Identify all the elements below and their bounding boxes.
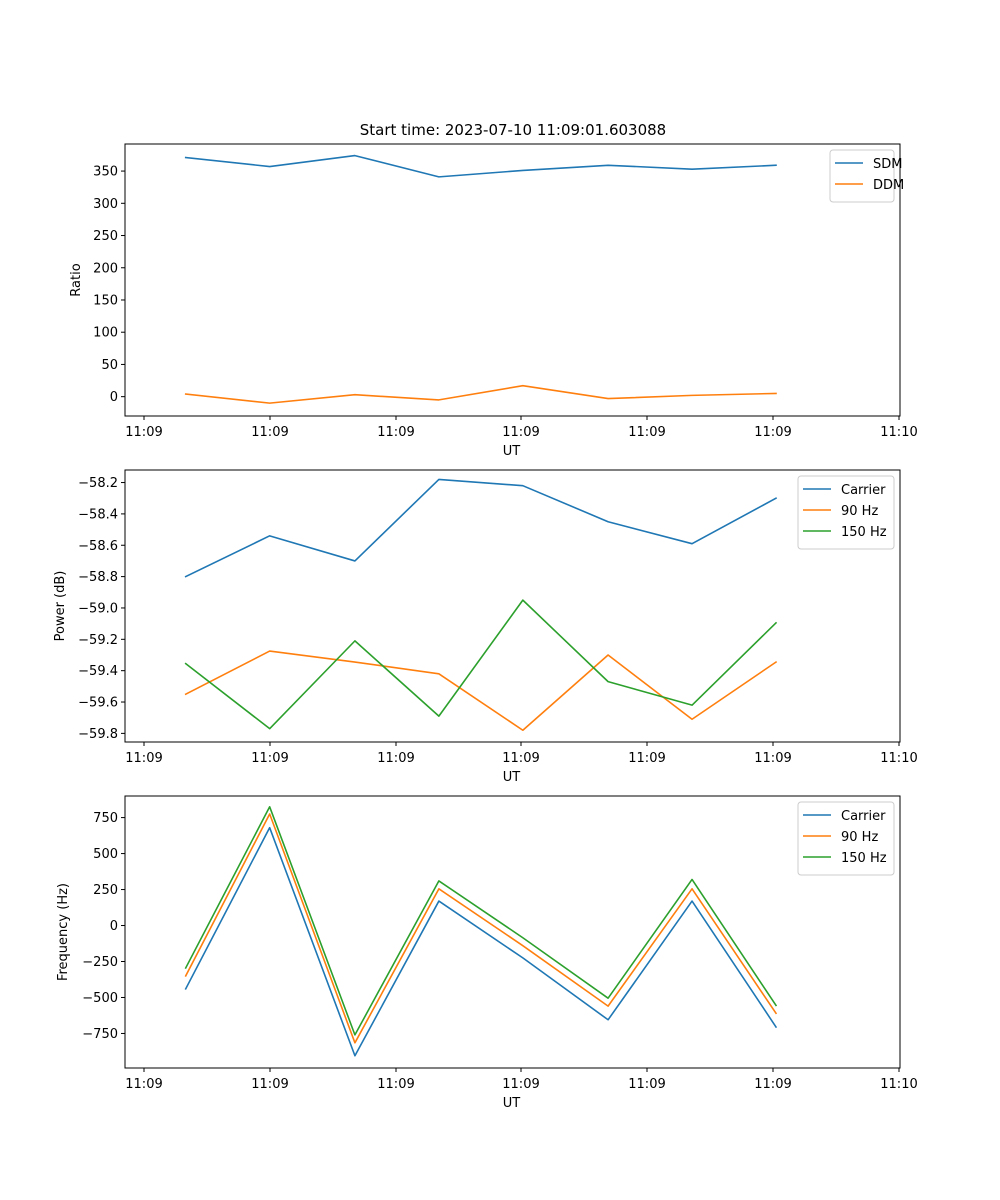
frequency-x-tick-label: 11:09 [754, 1077, 791, 1092]
frequency-y-tick-label: 500 [93, 847, 118, 862]
ratio-series-ddm-line [184, 384, 777, 404]
ratio-legend: SDM DDM [829, 149, 904, 203]
frequency-series-90-hz-line [184, 813, 778, 1044]
power-x-axis-label: UT [503, 770, 521, 785]
power-axes-frame [124, 469, 901, 743]
power-y-tick-label: −58.4 [78, 507, 118, 522]
power-y-tick-label: −59.2 [78, 633, 118, 648]
frequency-panel: 11:09 11:09 11:09 11:09 11:09 11:09 11:10 −750 −… [56, 795, 918, 1111]
ratio-x-tick-label: 11:09 [502, 425, 539, 440]
ratio-x-tick-label: 11:09 [754, 425, 791, 440]
frequency-x-tick-label: 11:09 [628, 1077, 665, 1092]
frequency-series-carrier-line [184, 826, 778, 1057]
ratio-legend-label-ddm: DDM [873, 178, 904, 193]
frequency-series-150-hz-line [184, 805, 778, 1036]
frequency-legend: Carrier 90 Hz 150 Hz [797, 801, 895, 876]
power-y-tick-label: −59.4 [78, 664, 118, 679]
frequency-axes-frame [124, 795, 901, 1069]
figure-title: Start time: 2023-07-10 11:09:01.603088 [360, 121, 666, 139]
frequency-legend-label-carrier: Carrier [841, 809, 886, 824]
ratio-panel: 11:09 11:09 11:09 11:09 11:09 11:09 11:10 0 50 10… [69, 143, 918, 459]
frequency-y-tick-label: −250 [82, 955, 118, 970]
frequency-legend-label-150-hz: 150 Hz [841, 851, 887, 866]
power-series-150-hz-line [184, 599, 778, 730]
power-x-tick-label: 11:09 [628, 751, 665, 766]
frequency-x-tick-label: 11:09 [377, 1077, 414, 1092]
ratio-x-axis-label: UT [503, 444, 521, 459]
power-legend-label-150-hz: 150 Hz [841, 525, 887, 540]
power-legend-label-carrier: Carrier [841, 483, 886, 498]
ratio-x-tick-label: 11:09 [377, 425, 414, 440]
power-series-90-hz-line [184, 650, 778, 732]
frequency-y-axis-label: Frequency (Hz) [56, 883, 71, 981]
frequency-legend-label-90-hz: 90 Hz [841, 830, 878, 845]
power-y-tick-label: −59.8 [78, 727, 118, 742]
power-y-tick-label: −58.8 [78, 570, 118, 585]
power-y-tick-label: −58.2 [78, 476, 118, 491]
power-y-tick-label: −59.6 [78, 696, 118, 711]
power-x-tick-label: 11:09 [251, 751, 288, 766]
ratio-y-tick-label: 50 [101, 358, 118, 373]
frequency-x-tick-label: 11:09 [502, 1077, 539, 1092]
frequency-x-tick-label: 11:09 [125, 1077, 162, 1092]
ratio-x-tick-label: 11:09 [628, 425, 665, 440]
frequency-x-tick-label: 11:09 [251, 1077, 288, 1092]
ratio-y-tick-label: 300 [93, 197, 118, 212]
ratio-y-tick-label: 250 [93, 229, 118, 244]
power-x-tick-label: 11:09 [377, 751, 414, 766]
frequency-y-tick-label: 0 [110, 919, 118, 934]
ratio-y-tick-label: 150 [93, 293, 118, 308]
ratio-y-axis-label: Ratio [69, 263, 84, 296]
power-panel: 11:09 11:09 11:09 11:09 11:09 11:09 11:10 −59.8… [53, 469, 918, 785]
ratio-axes-frame [124, 143, 901, 417]
power-y-axis-label: Power (dB) [53, 571, 68, 642]
power-legend: Carrier 90 Hz 150 Hz [797, 475, 895, 550]
frequency-x-tick-label: 11:10 [880, 1077, 917, 1092]
ratio-series-sdm-line [184, 154, 777, 178]
ratio-legend-label-sdm: SDM [873, 157, 902, 172]
ratio-x-tick-label: 11:10 [880, 425, 917, 440]
ratio-x-tick-label: 11:09 [125, 425, 162, 440]
power-y-tick-label: −58.6 [78, 539, 118, 554]
power-x-tick-label: 11:09 [502, 751, 539, 766]
frequency-y-tick-label: −750 [82, 1027, 118, 1042]
ratio-y-tick-label: 0 [110, 390, 118, 405]
power-x-tick-label: 11:09 [125, 751, 162, 766]
power-legend-label-90-hz: 90 Hz [841, 504, 878, 519]
frequency-y-tick-label: 750 [93, 811, 118, 826]
ratio-y-tick-label: 100 [93, 326, 118, 341]
power-x-tick-label: 11:09 [754, 751, 791, 766]
frequency-x-axis-label: UT [503, 1096, 521, 1111]
ratio-x-tick-label: 11:09 [251, 425, 288, 440]
ratio-y-tick-label: 200 [93, 261, 118, 276]
power-y-tick-label: −59.0 [78, 601, 118, 616]
power-x-tick-label: 11:10 [880, 751, 917, 766]
frequency-y-tick-label: 250 [93, 883, 118, 898]
power-series-carrier-line [184, 478, 778, 578]
frequency-y-tick-label: −500 [82, 991, 118, 1006]
ratio-y-tick-label: 350 [93, 165, 118, 180]
